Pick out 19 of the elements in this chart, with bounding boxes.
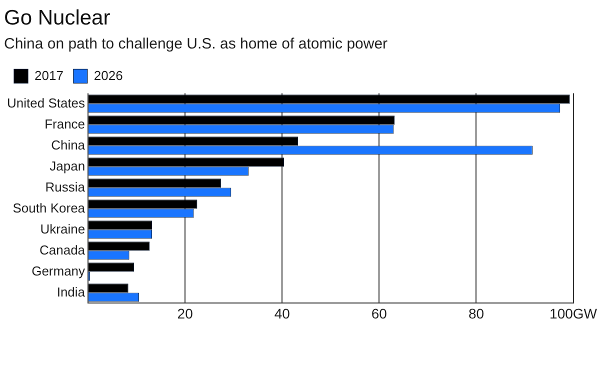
chart-subtitle: China on path to challenge U.S. as home of atomic power (4, 35, 388, 52)
y-tick-label: Japan (50, 158, 86, 174)
y-tick-label: France (44, 116, 86, 132)
x-tick-label: 40 (274, 305, 290, 322)
x-tick-label: 20 (177, 305, 194, 322)
y-tick-label: South Korea (12, 200, 86, 216)
y-tick-label: China (51, 137, 86, 152)
y-tick-label: Canada (40, 242, 86, 258)
y-tick-label: Russia (45, 179, 86, 194)
legend-label: 2017 (34, 68, 64, 83)
x-tick-label: 100GW (550, 305, 598, 322)
y-tick-label: United States (7, 95, 86, 110)
chart-title: Go Nuclear (4, 6, 110, 30)
y-tick-label: Germany (32, 263, 86, 278)
x-tick-label: 80 (468, 305, 484, 322)
y-tick-label: Ukraine (40, 221, 86, 236)
x-tick-label: 60 (371, 305, 388, 322)
legend-label: 2026 (94, 68, 123, 83)
y-tick-label: India (56, 284, 86, 300)
